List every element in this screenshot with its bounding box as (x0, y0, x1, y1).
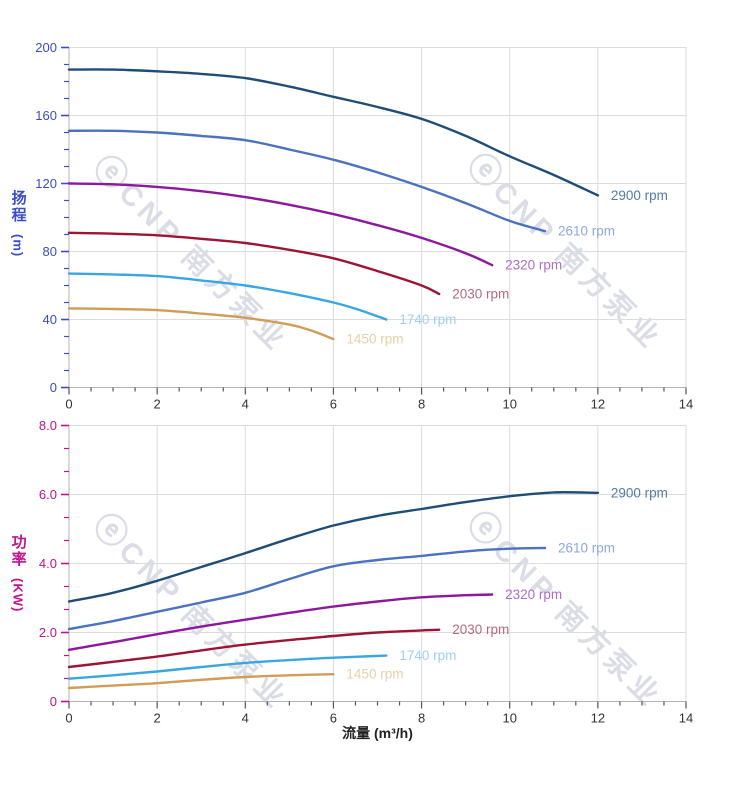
curve-2030-rpm (67, 231, 441, 296)
x-tick-label: 14 (679, 711, 693, 726)
x-tick-label: 0 (65, 397, 72, 412)
x-tick-label: 4 (242, 711, 249, 726)
curve-1450-rpm (67, 673, 335, 690)
x-tick-label: 6 (330, 711, 337, 726)
power-axis-unit: (KW) (10, 578, 26, 613)
curve-label-2320-rpm: 2320 rpm (505, 258, 562, 273)
x-tick-label: 8 (418, 711, 425, 726)
head-axis-unit: (m) (10, 234, 26, 258)
curve-label-2900-rpm: 2900 rpm (611, 188, 668, 203)
curve-label-1740-rpm: 1740 rpm (399, 648, 456, 663)
y-tick-label: 6.0 (39, 487, 57, 502)
head-axis-title-text: 扬程 (9, 190, 27, 224)
curve-2320-rpm (67, 593, 494, 651)
x-tick-label: 6 (330, 397, 337, 412)
curve-2610-rpm (67, 129, 547, 233)
y-tick-label: 160 (35, 108, 57, 123)
curve-label-1450-rpm: 1450 rpm (346, 667, 403, 682)
curve-2320-rpm (67, 182, 494, 267)
power-axis-title: 功率 (KW) (9, 534, 27, 613)
power-chart: 0 2.0 4.0 6.0 8.0 0 2 4 6 8 10 12 14 2900 rpm 2610 rpm… (39, 418, 693, 726)
x-tick-label: 14 (679, 397, 693, 412)
x-tick-label: 8 (418, 397, 425, 412)
head-axis-title: 扬程 (m) (9, 190, 27, 258)
y-tick-label: 0 (50, 694, 57, 709)
curve-label-2610-rpm: 2610 rpm (558, 540, 615, 555)
y-tick-label: 80 (43, 244, 57, 259)
x-tick-label: 0 (65, 711, 72, 726)
curve-label-2900-rpm: 2900 rpm (611, 485, 668, 500)
y-tick-label: 2.0 (39, 625, 57, 640)
y-tick-label: 40 (43, 312, 57, 327)
curve-label-2610-rpm: 2610 rpm (558, 224, 615, 239)
x-tick-label: 12 (591, 397, 605, 412)
curve-label-2030-rpm: 2030 rpm (452, 622, 509, 637)
curve-label-2320-rpm: 2320 rpm (505, 587, 562, 602)
x-tick-label: 10 (502, 397, 516, 412)
curve-2030-rpm (67, 628, 441, 669)
y-tick-label: 120 (35, 176, 57, 191)
curve-2900-rpm (67, 68, 600, 197)
curve-1740-rpm (67, 654, 388, 680)
x-tick-label: 2 (154, 397, 161, 412)
x-tick-label: 4 (242, 397, 249, 412)
y-tick-label: 4.0 (39, 556, 57, 571)
curve-2610-rpm (67, 546, 547, 631)
y-tick-label: 8.0 (39, 418, 57, 433)
curve-label-1740-rpm: 1740 rpm (399, 312, 456, 327)
x-tick-label: 12 (591, 711, 605, 726)
y-tick-label: 0 (50, 380, 57, 395)
head-chart: 0 40 80 120 160 200 0 2 4 6 8 10 12 14 2900 rpm 2610 rp… (35, 40, 693, 412)
x-tick-label: 10 (502, 711, 516, 726)
power-axis-title-text: 功率 (9, 534, 27, 568)
x-tick-label: 2 (154, 711, 161, 726)
flow-axis-title: 流量 (m³/h) (342, 725, 413, 741)
curve-1450-rpm (67, 307, 335, 341)
curve-label-2030-rpm: 2030 rpm (452, 287, 509, 302)
curve-label-1450-rpm: 1450 rpm (346, 332, 403, 347)
curve-2900-rpm (67, 491, 600, 603)
y-tick-label: 200 (35, 40, 57, 55)
curve-1740-rpm (67, 272, 388, 321)
